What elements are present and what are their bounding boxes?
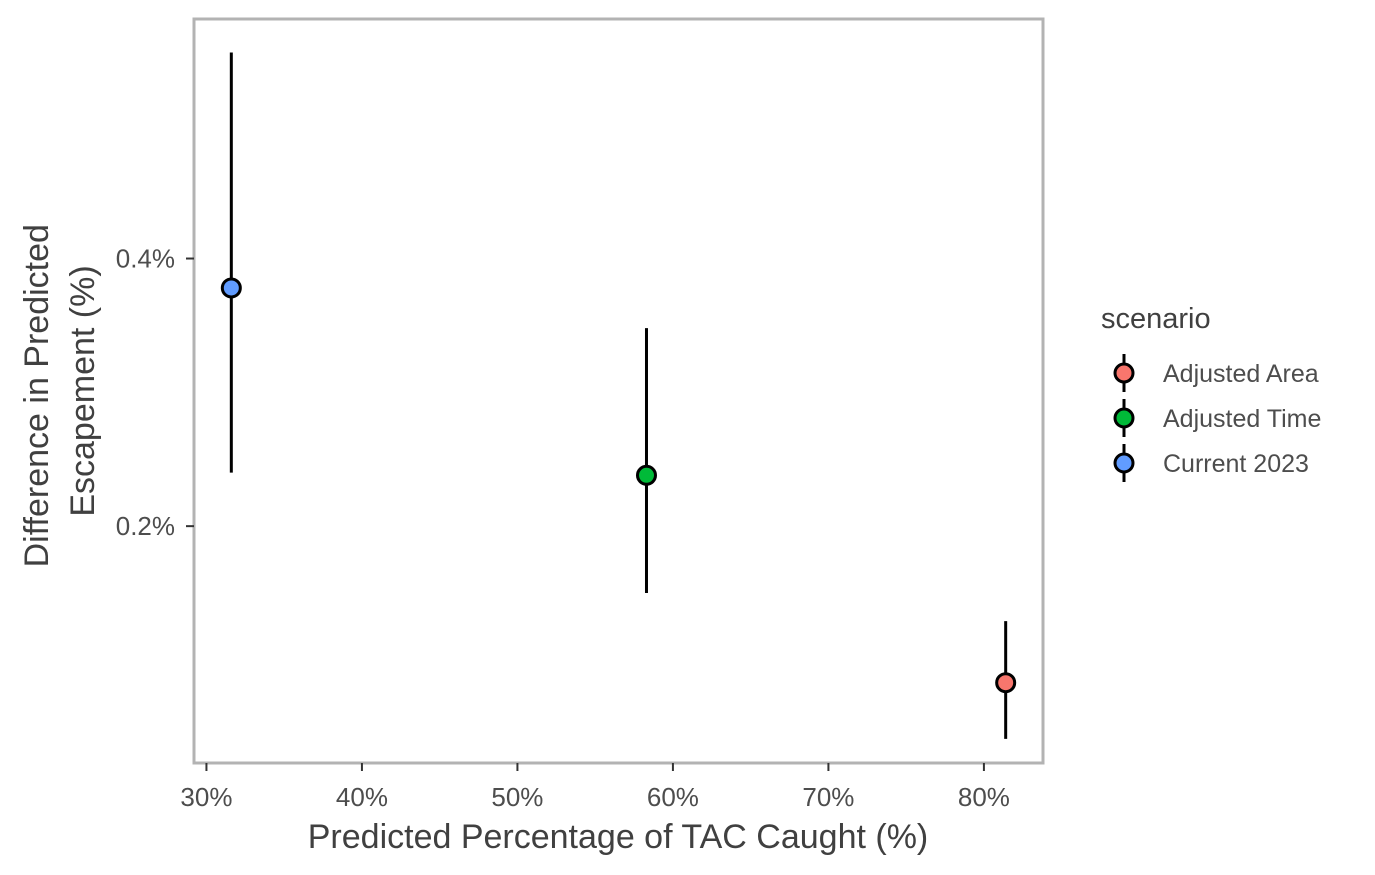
legend-label: Current 2023 [1163,450,1309,478]
legend-label: Adjusted Area [1163,360,1319,388]
plot-panel [192,17,1045,765]
y-axis: 0.2% 0.4% [116,244,194,541]
x-tick-label: 50% [491,782,543,812]
x-tick-label: 70% [802,782,854,812]
data-point [635,464,657,486]
y-axis-title-line-1: Difference in Predicted [18,224,56,567]
y-axis-title: Difference in Predicted Escapement (%) [18,215,102,568]
legend-key-point [1113,452,1135,474]
legend-title: scenario [1101,303,1211,335]
y-tick-label: 0.2% [116,511,175,541]
data-point [995,672,1017,694]
x-axis: 30% 40% 50% 60% 70% 80% [180,763,1010,812]
legend-key-point [1113,362,1135,384]
y-tick-label: 0.4% [116,244,175,274]
x-tick-label: 30% [180,782,232,812]
x-axis-title: Predicted Percentage of TAC Caught (%) [308,818,929,856]
legend: Adjusted Area Adjusted Time Current 2023 [1113,354,1321,482]
legend-label: Adjusted Time [1163,405,1321,433]
x-tick-label: 80% [958,782,1010,812]
x-tick-label: 40% [336,782,388,812]
data-marks [220,52,1017,739]
legend-key-point [1113,407,1135,429]
data-point [220,277,242,299]
y-axis-title-line-2: Escapement (%) [64,265,102,516]
x-tick-label: 60% [647,782,699,812]
